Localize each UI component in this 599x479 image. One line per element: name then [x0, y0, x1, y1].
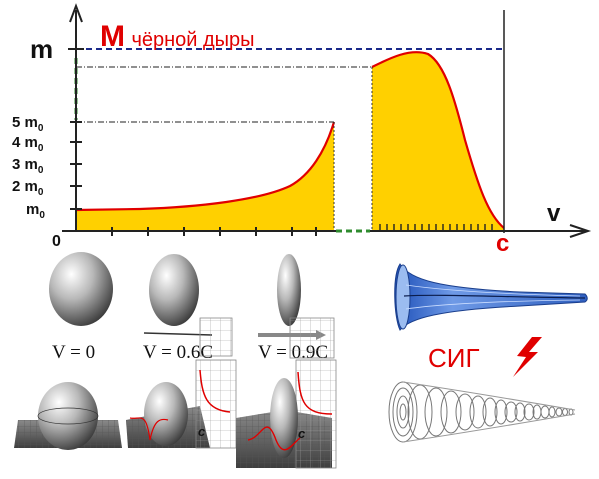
- y-tick-labels: 5 m0 4 m0 3 m0 2 m0 m0: [12, 114, 45, 221]
- black-hole-fill-area: [372, 52, 504, 232]
- velocity-labels: V = 0 V = 0.6C V = 0.9C: [52, 342, 328, 363]
- funnel-vortex: [394, 263, 588, 331]
- tick-label-4m0: 4 m0: [12, 134, 44, 154]
- x-axis-label: v: [547, 200, 561, 227]
- c-axis-label: c: [496, 230, 509, 257]
- field-panel-v06: c: [126, 359, 237, 449]
- grid-c-label-06: c: [198, 424, 206, 439]
- y-axis-ticks: [68, 48, 84, 210]
- velocity-label-v0: V = 0: [52, 342, 95, 363]
- ellipsoid-row: [49, 252, 301, 326]
- y-axis-arrow: [69, 3, 83, 23]
- sphere-v06: [149, 254, 199, 326]
- black-hole-caption: чёрной дыры: [131, 29, 254, 51]
- spiral-cone: [388, 381, 576, 443]
- x-axis-ticks-left: [111, 227, 317, 236]
- grid-panel-06: [199, 317, 233, 357]
- rest-mass-fill-area: [76, 122, 334, 231]
- sig-label: СИГ: [428, 343, 480, 373]
- tick-label-5m0: 5 m0: [12, 114, 44, 134]
- velocity-label-v06: V = 0.6C: [143, 342, 213, 363]
- sphere-v09: [277, 254, 301, 326]
- grid-panel-09: [289, 317, 335, 359]
- black-hole-mass-letter: M: [100, 20, 125, 53]
- x-axis-ticks-right: [379, 224, 493, 231]
- sphere-v0: [49, 252, 113, 326]
- rest-mass-curve: [75, 121, 336, 212]
- black-hole-mass-title: M чёрной дыры: [100, 20, 255, 53]
- mass-velocity-graph: m 0 v c 5 m0 4 m0 3 m0 2 m0 m0 M чёрной …: [12, 3, 592, 257]
- field-panel-v0: [14, 382, 122, 450]
- origin-label: 0: [52, 233, 61, 250]
- lightning-bolt-icon: [513, 337, 542, 377]
- grid-c-label-09: c: [298, 426, 306, 441]
- tick-label-3m0: 3 m0: [12, 156, 44, 176]
- tick-label-m0: m0: [26, 201, 45, 221]
- x-axis-arrow: [569, 224, 592, 238]
- field-panel-v09: c: [236, 359, 337, 469]
- y-axis-label: m: [30, 34, 53, 64]
- black-hole-curve: [371, 51, 505, 229]
- tick-label-2m0: 2 m0: [12, 178, 44, 198]
